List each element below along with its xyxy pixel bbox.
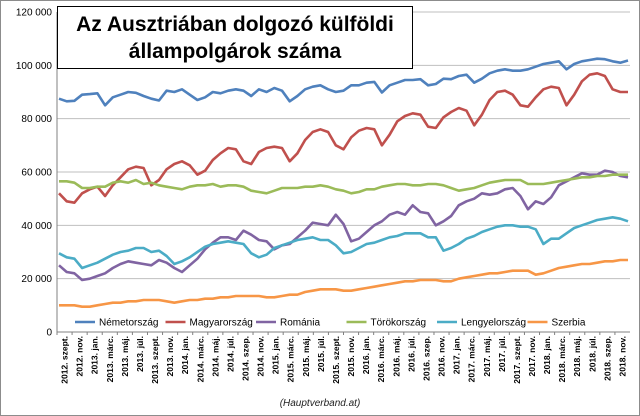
chart-title-line-2: állampolgárok száma: [128, 39, 342, 63]
x-tick-label: 2017. márc.: [467, 336, 477, 382]
x-tick-label: 2015. márc.: [286, 336, 296, 382]
x-tick-label: 2016. júl.: [406, 336, 416, 372]
x-tick-label: 2016. jan.: [361, 336, 371, 374]
x-tick-label: 2016. szep.: [421, 336, 431, 381]
x-tick-label: 2017. júl.: [497, 336, 507, 372]
x-tick-label: 2016. máj.: [391, 336, 401, 377]
y-tick-label: 80 000: [21, 114, 52, 125]
legend: Németország Magyarország Románia Törökorszá…: [75, 318, 586, 329]
x-tick-label: 2013. jan.: [90, 336, 100, 374]
x-tick-label: 2016. nov.: [437, 336, 447, 376]
legend-entry: Lengyelország: [461, 318, 526, 329]
series-line-Lengyelország: [58, 216, 629, 270]
y-tick-label: 120 000: [16, 8, 53, 19]
series-lines: [58, 57, 629, 309]
y-tick-label: 20 000: [21, 274, 52, 285]
y-axis: 0 20 000 40 000 60 000 80 000 100 000 120 000: [16, 8, 58, 339]
legend-entry: Németország: [99, 318, 158, 329]
x-tick-label: 2014. júl.: [225, 336, 235, 372]
x-tick-label: 2018. szep.: [602, 336, 612, 381]
x-tick-label: 2015. máj.: [301, 336, 311, 377]
x-tick-label: 2012. nov.: [75, 336, 85, 376]
legend-entry: Szerbia: [552, 318, 586, 329]
x-tick-label: 2015. júl.: [316, 336, 326, 372]
source-note: (Hauptverband.at): [279, 398, 361, 409]
x-tick-label: 2018. nov.: [617, 336, 627, 376]
y-tick-label: 0: [46, 328, 52, 339]
x-tick-label: 2014. márc.: [195, 336, 205, 382]
x-tick-label: 2013. szept.: [150, 336, 160, 384]
x-tick-label: 2017. szept.: [512, 336, 522, 384]
x-tick-label: 2014. szep.: [240, 336, 250, 381]
x-tick-label: 2018. márc.: [557, 336, 567, 382]
x-tick-label: 2013. nov.: [165, 336, 175, 376]
legend-entry: Románia: [280, 318, 320, 329]
legend-entry: Magyarország: [190, 318, 253, 329]
y-tick-label: 100 000: [16, 61, 53, 72]
chart-title-box: Az Ausztriában dolgozó külföldi állampol…: [57, 6, 413, 69]
x-tick-label: 2013. júl.: [135, 336, 145, 372]
x-tick-label: 2014. máj.: [210, 336, 220, 377]
y-tick-label: 40 000: [21, 221, 52, 232]
x-tick-label: 2018. júl.: [587, 336, 597, 372]
x-tick-label: 2013. máj.: [120, 336, 130, 377]
x-axis: 2012. szept. 2012. nov. 2013. jan. 2013. má…: [56, 331, 630, 384]
x-tick-label: 2016. márc.: [376, 336, 386, 382]
x-tick-label: 2013. márc.: [105, 336, 115, 382]
x-tick-label: 2017. máj.: [482, 336, 492, 377]
y-tick-label: 60 000: [21, 168, 52, 179]
series-line-Szerbia: [59, 258, 628, 309]
legend-entry: Törökország: [371, 318, 427, 329]
x-tick-label: 2018. máj.: [572, 336, 582, 377]
x-tick-label: 2015. nov.: [346, 336, 356, 376]
x-tick-label: 2015. jan.: [271, 336, 281, 374]
x-tick-label: 2018. jan.: [542, 336, 552, 374]
chart-title-line-1: Az Ausztriában dolgozó külföldi: [76, 12, 394, 36]
series-line-Törökország: [59, 173, 628, 195]
x-tick-label: 2014. nov.: [256, 336, 266, 376]
x-tick-label: 2017. jan.: [452, 336, 462, 374]
x-tick-label: 2014. jan.: [180, 336, 190, 374]
series-line-Németország: [58, 57, 629, 107]
series-line-Románia: [58, 169, 629, 282]
x-tick-label: 2012. szept.: [60, 336, 70, 384]
x-tick-label: 2015. szept.: [331, 336, 341, 384]
x-tick-label: 2017. nov.: [527, 336, 537, 376]
